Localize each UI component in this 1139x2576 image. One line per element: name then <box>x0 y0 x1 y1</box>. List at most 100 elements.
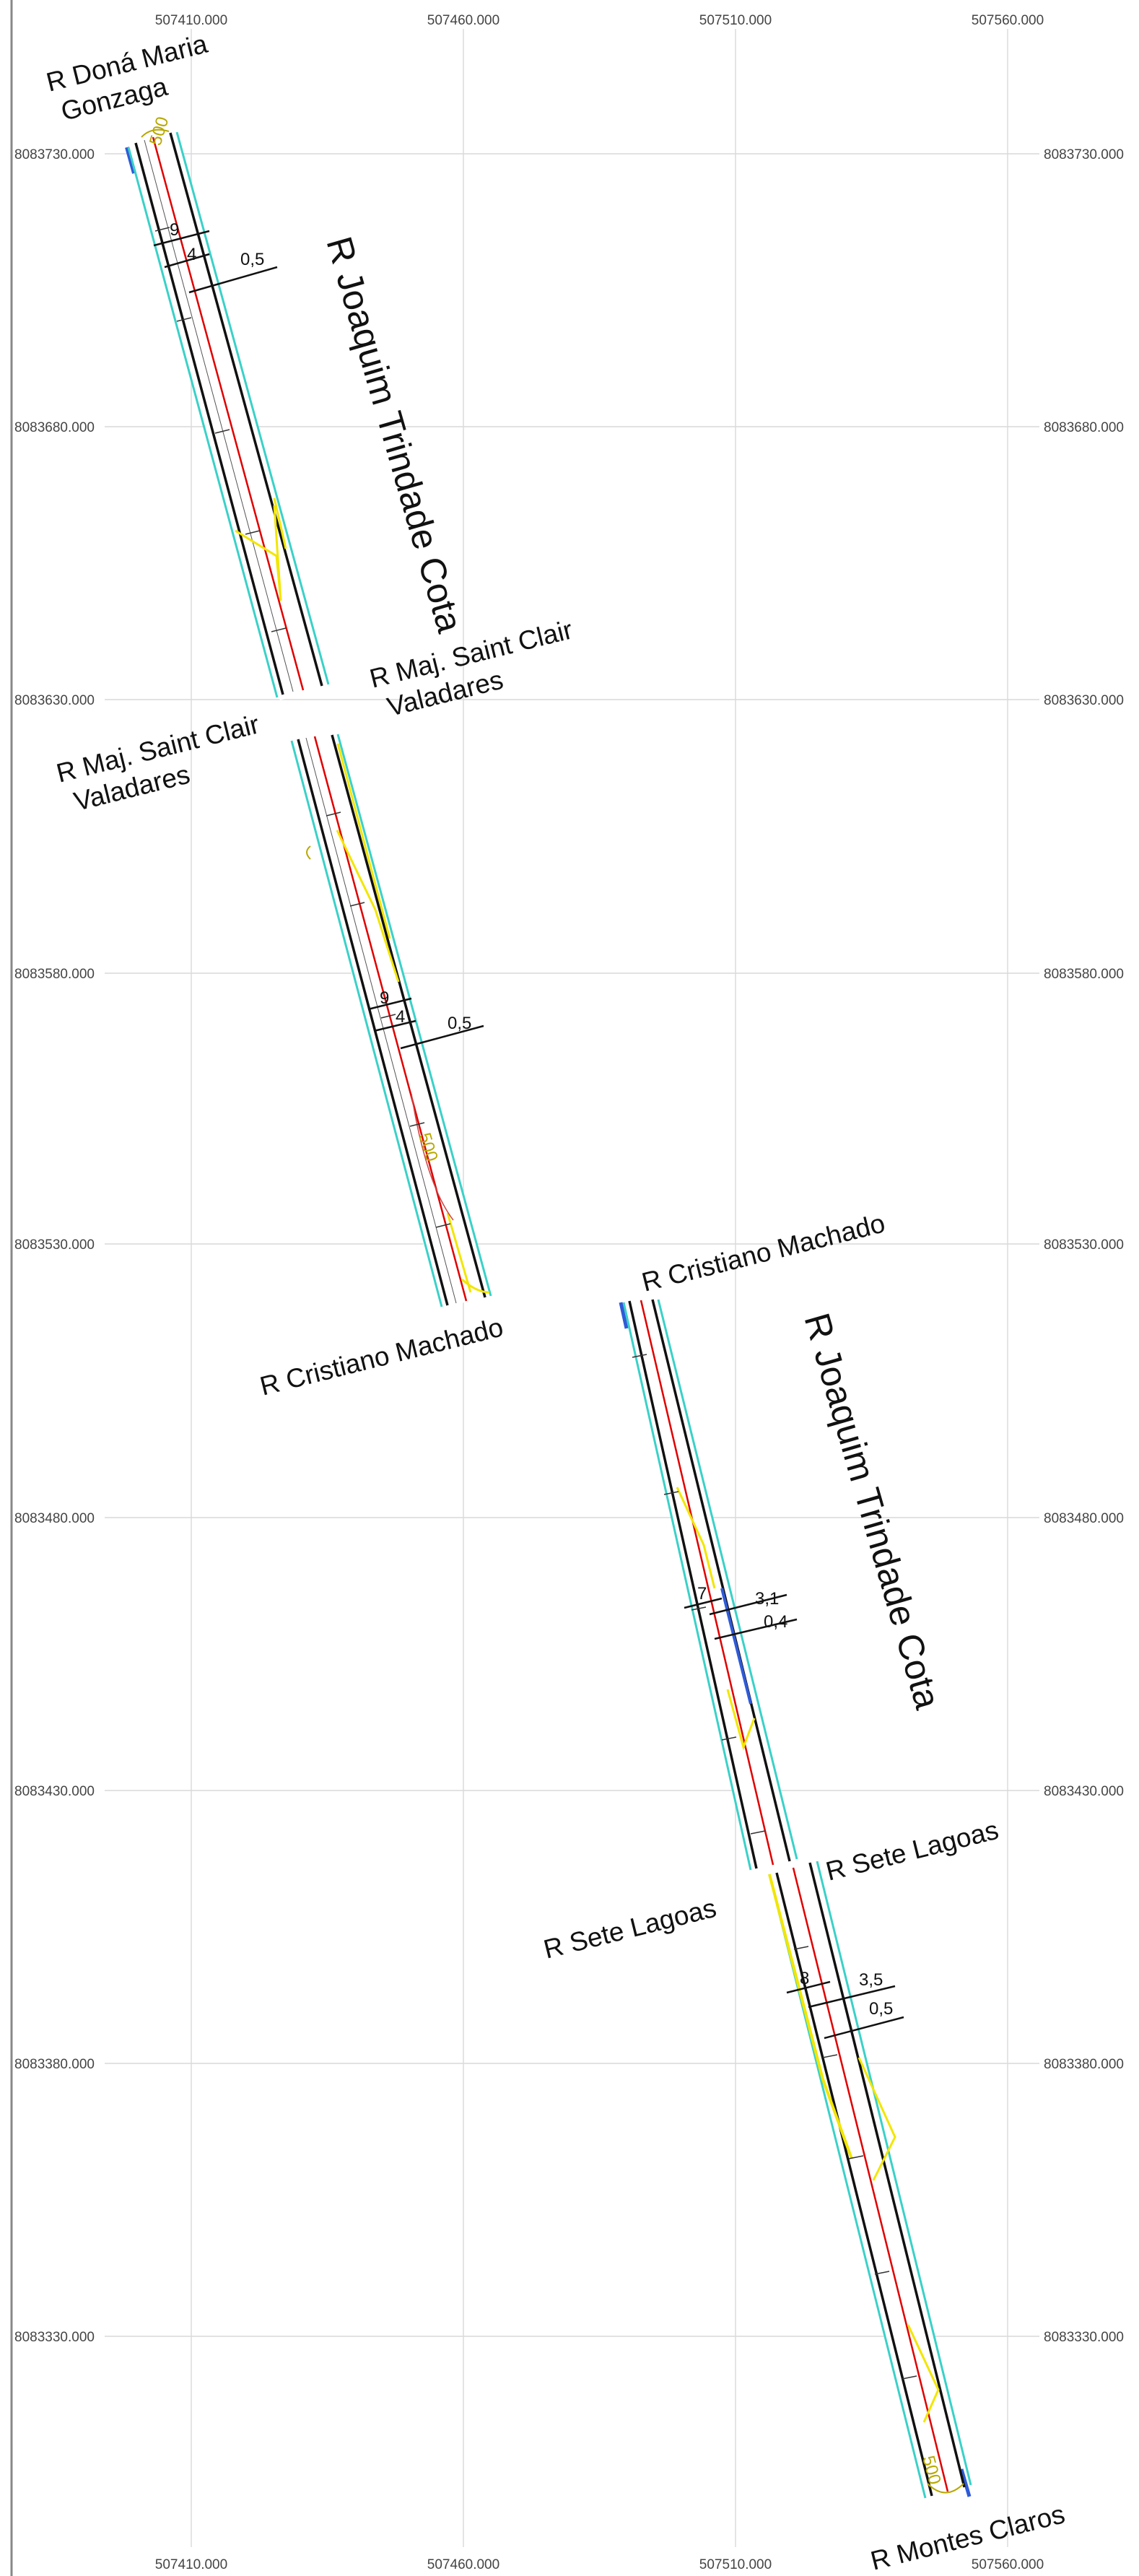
road-segment-4-crosswalk-b <box>907 2324 940 2423</box>
road-segment-1-dim-label-1: 9 <box>170 220 179 240</box>
road-segment-3-crosswalk-b <box>726 1689 756 1751</box>
y-label-left-6: 8083480.000 <box>14 1511 95 1526</box>
road-segment-2-dim-label-2: 4 <box>396 1007 405 1027</box>
road-segment-2-dim-line-2 <box>373 1019 416 1032</box>
road-segment-2-dim-label-1: 9 <box>380 988 389 1008</box>
road-segment-3-dim-label-1: 7 <box>697 1584 707 1604</box>
road-segment-2-curb-right <box>331 734 486 1298</box>
road-segment-3-sidewalk-left <box>622 1302 752 1871</box>
road-segment-4-dim-label-3: 0,5 <box>869 1999 893 2019</box>
y-labels-right: 8083730.000 8083680.000 8083630.000 8083… <box>1044 147 1124 2345</box>
road-segment-3: 7 3,1 0,4 <box>619 1297 798 1871</box>
y-label-right-9: 8083330.000 <box>1044 2330 1124 2345</box>
road-segment-1-blue-edge <box>125 147 136 174</box>
road-segment-1-dim-line-3 <box>188 266 278 294</box>
road-segment-1-dim-label-2: 4 <box>187 245 196 264</box>
street-label-dona-maria: R Doná Maria Gonzaga <box>43 27 225 128</box>
road-segment-2-curb-left <box>297 739 449 1306</box>
y-label-left-9: 8083330.000 <box>14 2330 95 2345</box>
road-segment-3-crosswalk-a <box>676 1487 716 1589</box>
road-segment-2-station-tick-4 <box>409 1122 425 1127</box>
road-segment-3-station-tick-1 <box>632 1354 647 1358</box>
road-segment-3-blue-curb <box>720 1588 752 1705</box>
road-segment-4-dim-label-2: 3,5 <box>859 1970 883 1990</box>
road-segment-1-station-tick-1 <box>154 227 170 232</box>
road-segment-1-station-tick-4 <box>245 530 261 535</box>
road-segment-2-yellow-edge-a <box>336 743 391 939</box>
road-segment-1-sidewalk-right <box>175 131 330 685</box>
y-label-left-1: 8083730.000 <box>14 147 95 162</box>
street-label-cristiano-top: R Cristiano Machado <box>639 1208 888 1297</box>
street-labels: R Doná Maria Gonzaga R Joaquim Trindade … <box>43 27 1068 2576</box>
street-label-cristiano-bottom: R Cristiano Machado <box>257 1312 506 1401</box>
road-segment-2-station-tick-1 <box>326 811 341 817</box>
x-labels-top: 507410.000 507460.000 507510.000 507560.… <box>155 13 1044 28</box>
x-label-top-3: 507510.000 <box>699 13 772 28</box>
road-segment-4-dim-line-3 <box>824 2016 904 2040</box>
road-segment-1-inner-line <box>144 139 294 692</box>
road-segment-2-station-tick-5 <box>435 1223 451 1228</box>
road-segment-4-curb-left <box>775 1872 933 2497</box>
street-label-saint-clair-left: R Maj. Saint Clair Valadares <box>53 708 277 819</box>
road-segment-4-station-tick-1 <box>793 1946 809 1950</box>
y-labels-left: 8083730.000 8083680.000 8083630.000 8083… <box>14 147 95 2345</box>
y-label-right-4: 8083580.000 <box>1044 967 1124 982</box>
road-segment-3-dim-line-3 <box>714 1618 798 1640</box>
road-segment-1-centerline <box>152 136 305 691</box>
road-segment-4-crosswalk-a <box>857 2057 896 2181</box>
road-segment-2-sidewalk-right <box>336 734 492 1297</box>
road-segment-2-station-tick-3 <box>380 1014 396 1019</box>
road-segment-4-blue-edge <box>959 2468 972 2497</box>
road-segment-1-dim-line-1 <box>153 230 210 247</box>
road-segment-1-station-tick-2 <box>176 317 192 322</box>
road-segment-3-station-tick-4 <box>721 1736 737 1741</box>
road-segment-1-yellow-edge <box>273 497 287 549</box>
road-segment-1-turn-mark <box>141 129 170 138</box>
road-segment-3-station-tick-5 <box>750 1830 766 1835</box>
road-segment-3-station-tick-2 <box>663 1491 679 1495</box>
road-segment-4-dim-label-1: 8 <box>800 1969 809 1988</box>
y-label-left-4: 8083580.000 <box>14 967 95 982</box>
x-label-bottom-3: 507510.000 <box>699 2557 772 2572</box>
road-segment-1: 500 9 4 0,5 <box>125 115 330 700</box>
road-segment-2-turn-mark-b <box>461 1278 490 1294</box>
x-label-bottom-2: 507460.000 <box>427 2557 499 2572</box>
y-label-left-8: 8083380.000 <box>14 2057 95 2072</box>
road-segment-4-centerline <box>792 1867 949 2492</box>
x-label-top-4: 507560.000 <box>972 13 1044 28</box>
road-segment-2-dim-label-3: 0,5 <box>448 1014 471 1033</box>
road-segment-2-parabola <box>411 1093 454 1221</box>
road-segment-4-station-tick-2 <box>822 2054 838 2058</box>
road-segment-2-dim-line-3 <box>400 1024 484 1050</box>
y-label-right-2: 8083680.000 <box>1044 420 1124 435</box>
y-label-left-7: 8083430.000 <box>14 1784 95 1799</box>
x-label-top-1: 507410.000 <box>155 13 227 28</box>
road-segment-1-crosswalk <box>235 505 282 601</box>
road-segment-2-station-tick-2 <box>349 902 365 907</box>
y-label-right-5: 8083530.000 <box>1044 1237 1124 1253</box>
road-segment-4-curb-right <box>808 1862 966 2488</box>
road-segment-4: 500 8 3,5 0,5 <box>768 1859 972 2499</box>
x-label-bottom-1: 507410.000 <box>155 2557 227 2572</box>
grid-horizontal <box>105 153 1039 2337</box>
y-label-right-3: 8083630.000 <box>1044 693 1124 708</box>
road-segment-3-station-tick-3 <box>691 1606 707 1611</box>
road-segment-4-station-tick-5 <box>902 2375 917 2380</box>
road-segment-4-yellow-left <box>768 1874 853 2159</box>
road-segment-3-curb-right <box>651 1299 791 1862</box>
road-segment-2-fill <box>289 732 491 1308</box>
road-segment-2-centerline <box>313 736 468 1302</box>
road-segment-3-centerline <box>640 1300 774 1866</box>
x-label-top-2: 507460.000 <box>427 13 499 28</box>
road-segment-3-blue-edge <box>619 1302 629 1329</box>
road-segment-3-dim-label-3: 0,4 <box>764 1612 787 1632</box>
street-label-joaquim-2: R Joaquim Trindade Cota <box>796 1309 948 1714</box>
road-segment-2-yellow-edge-b <box>446 1212 472 1293</box>
street-label-joaquim-1: R Joaquim Trindade Cota <box>318 232 470 638</box>
street-label-sete-lagoas-right: R Sete Lagoas <box>823 1815 1001 1887</box>
x-labels-bottom: 507410.000 507460.000 507510.000 507560.… <box>155 2557 1044 2572</box>
road-segment-1-curb-left <box>134 142 284 695</box>
road-segment-1-dim-line-2 <box>164 253 210 269</box>
road-segment-4-station-tick-4 <box>874 2271 890 2275</box>
